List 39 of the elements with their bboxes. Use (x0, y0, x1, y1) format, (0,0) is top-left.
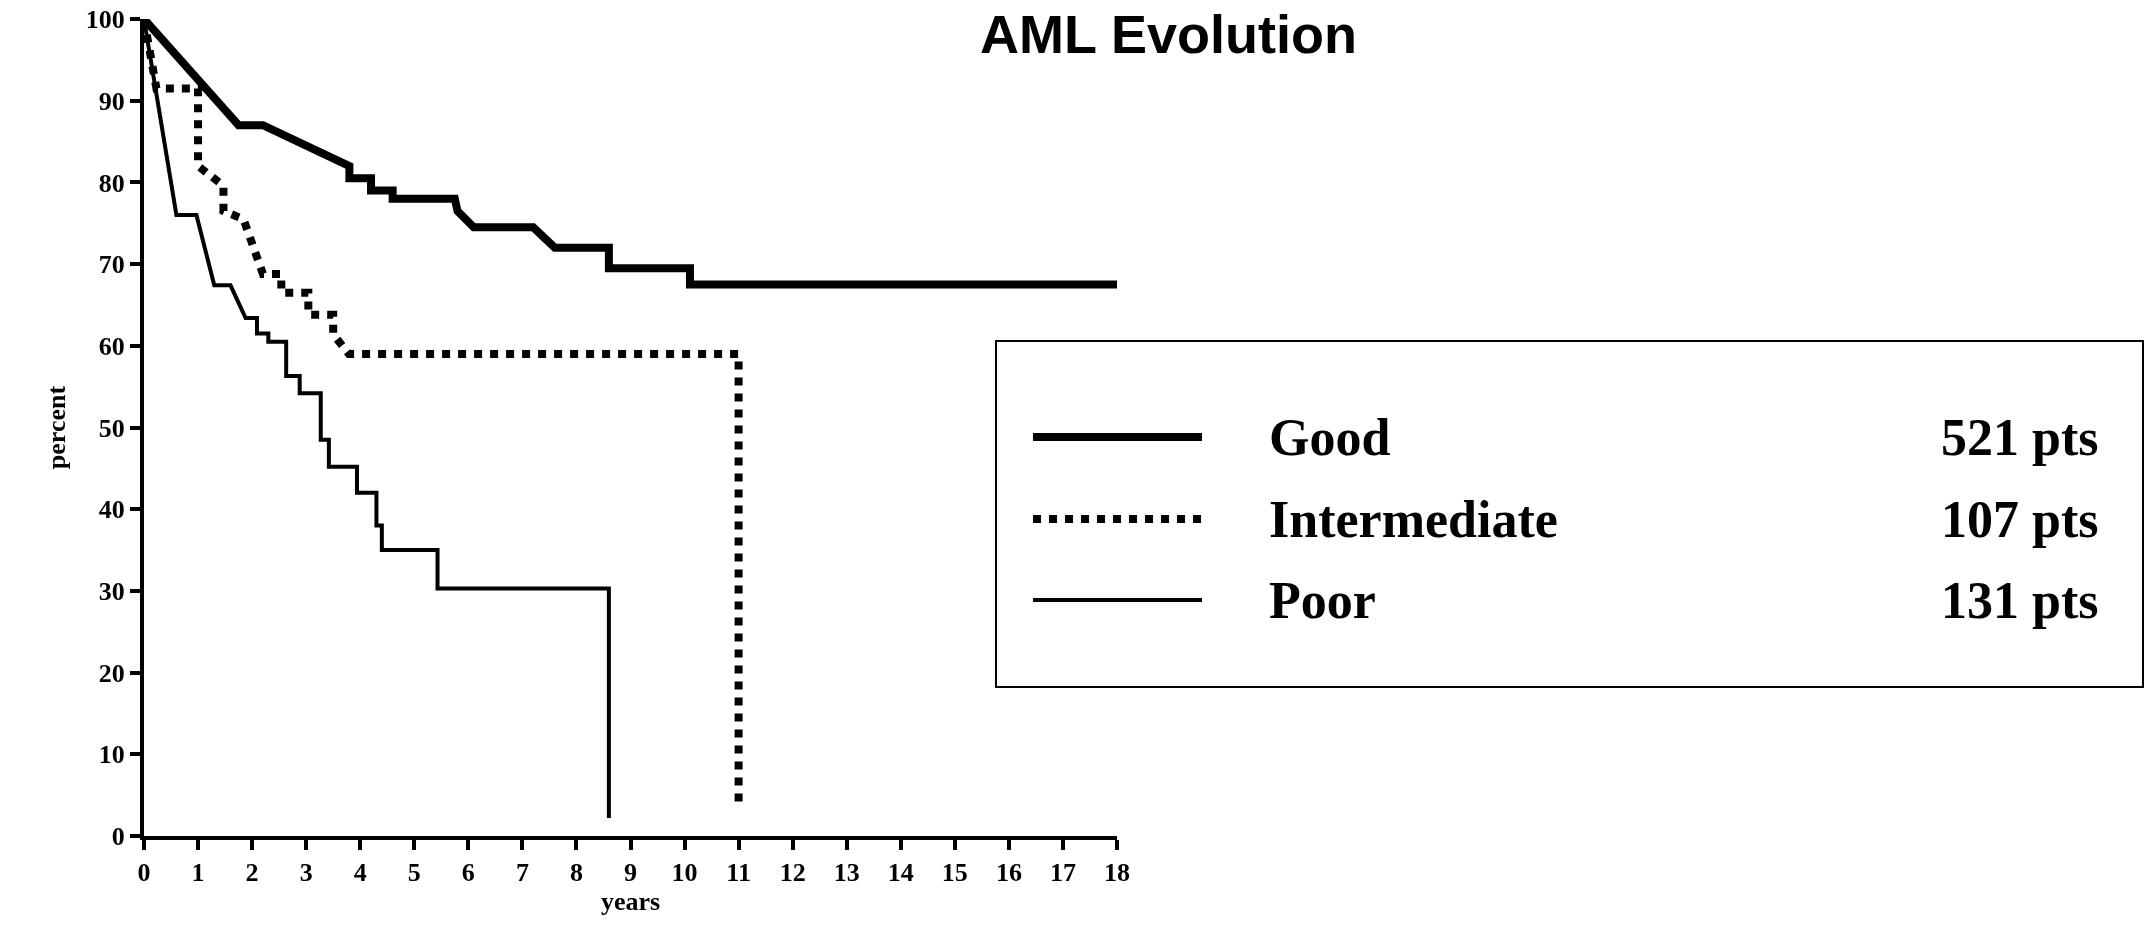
x-tick-label: 14 (887, 858, 914, 888)
x-tick-label: 5 (407, 858, 421, 888)
x-tick-label: 17 (1049, 858, 1076, 888)
x-tick-label: 13 (833, 858, 860, 888)
y-tick-label: 30 (98, 577, 125, 606)
text: 107 pts (1941, 491, 2099, 548)
x-tick-label: 8 (569, 858, 583, 888)
y-tick-label: 100 (85, 5, 125, 35)
x-tick-label: 15 (941, 858, 968, 888)
y-tick-label: 80 (98, 168, 125, 198)
y-tick-label: 0 (111, 822, 125, 852)
x-tick-label: 9 (624, 858, 637, 888)
y-tick-label: 90 (98, 86, 125, 116)
x-axis-title: years (600, 887, 661, 917)
x-tick-label: 16 (995, 858, 1022, 888)
x-tick-label: 11 (726, 858, 751, 888)
y-axis-title: percent (41, 385, 71, 470)
x-tick-label: 18 (1104, 858, 1130, 888)
y-tick-label: 20 (98, 658, 125, 688)
legend-label: Good (1269, 409, 1391, 466)
x-tick-label: 4 (353, 858, 367, 888)
x-tick-label: 10 (671, 858, 698, 888)
x-tick-label: 6 (461, 858, 475, 888)
y-tick-label: 70 (98, 250, 125, 280)
legend-label: Intermediate (1269, 491, 1558, 548)
y-tick-label: 60 (98, 331, 125, 361)
x-tick-label: 2 (245, 858, 259, 888)
y-tick-label: 40 (98, 495, 125, 525)
x-tick-label: 0 (137, 858, 151, 888)
x-tick-label: 12 (779, 858, 806, 888)
legend-label: Poor (1269, 572, 1376, 629)
x-tick-label: 3 (299, 858, 313, 888)
chart-title: AML Evolution (980, 4, 1357, 64)
y-tick-label: 50 (98, 413, 125, 443)
y-tick-label: 10 (98, 740, 125, 770)
x-tick-label: 7 (515, 858, 529, 888)
text: 131 pts (1941, 572, 2099, 629)
x-tick-label: 1 (191, 858, 205, 888)
text: 521 pts (1941, 409, 2099, 466)
